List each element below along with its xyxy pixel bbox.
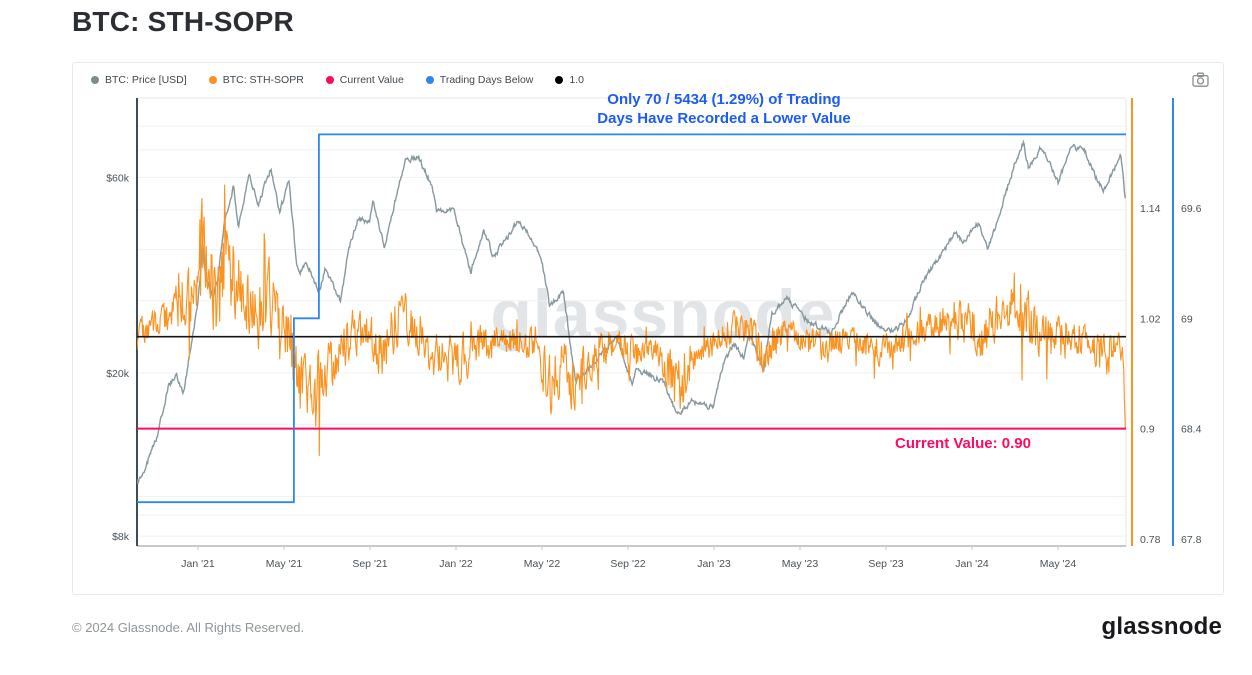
trading-days-annotation-line1: Only 70 / 5434 (1.29%) of Trading [607, 91, 841, 108]
camera-icon [1192, 72, 1209, 87]
price-series-line [137, 139, 1126, 485]
sth-sopr-chart: Jan '21 May '21 Sep '21 Jan '22 May '22 Sep '… [106, 97, 1202, 570]
sopr-tick-label: 0.9 [1140, 424, 1155, 436]
trading-days-step-line [137, 133, 1126, 504]
legend-item-0[interactable]: BTC: Price [USD] [91, 74, 187, 86]
sopr-tick-label: 1.02 [1140, 313, 1161, 325]
sopr-series-line [137, 184, 1126, 457]
x-tick-label: Jan '23 [697, 558, 731, 570]
days-tick-label: 67.8 [1181, 534, 1202, 546]
x-tick-label: Sep '21 [352, 558, 387, 570]
x-tick-label: May '22 [524, 558, 561, 570]
sopr-tick-label: 1.14 [1140, 203, 1161, 215]
legend-item-2[interactable]: Current Value [325, 74, 404, 86]
current-value-annotation: Current Value: 0.90 [895, 435, 1031, 452]
legend-item-4[interactable]: 1.0 [555, 74, 584, 86]
chart-card: BTC: Price [USD] BTC: STH-SOPR Current Val… [72, 62, 1224, 595]
camera-button[interactable] [1192, 72, 1210, 88]
price-tick-label: $20k [106, 368, 130, 380]
legend-dot-icon [425, 76, 434, 84]
price-gridlines [137, 125, 1126, 537]
chart-legend: BTC: Price [USD] BTC: STH-SOPR Current Val… [91, 74, 584, 86]
x-tick-label: Jan '21 [181, 558, 215, 570]
legend-dot-icon [208, 76, 217, 84]
price-tick-label: $8k [112, 531, 130, 543]
days-tick-label: 69.6 [1181, 203, 1202, 215]
days-tick-label: 69 [1181, 313, 1193, 325]
legend-item-label: BTC: STH-SOPR [222, 74, 304, 86]
x-tick-label: May '24 [1040, 558, 1077, 570]
trading-days-annotation: Only 70 / 5434 (1.29%) of Trading Days H… [524, 90, 924, 128]
sopr-axis-labels: 1.14 1.02 0.9 0.78 [1140, 203, 1161, 546]
legend-item-label: BTC: Price [USD] [105, 74, 187, 86]
legend-dot-icon [91, 76, 99, 84]
x-tick-label: Jan '24 [955, 558, 989, 570]
x-tick-label: May '21 [266, 558, 303, 570]
x-tick-label: Sep '23 [868, 558, 903, 570]
price-tick-label: $60k [106, 172, 130, 184]
legend-item-3[interactable]: Trading Days Below [425, 74, 534, 86]
glassnode-logo: glassnode [1101, 613, 1222, 640]
days-axis-labels: 69.6 69 68.4 67.8 [1181, 203, 1202, 546]
page-title: BTC: STH-SOPR [72, 6, 294, 37]
legend-item-label: Trading Days Below [439, 74, 534, 86]
copyright-text: © 2024 Glassnode. All Rights Reserved. [72, 620, 305, 635]
days-tick-label: 68.4 [1181, 424, 1202, 436]
trading-days-annotation-line2: Days Have Recorded a Lower Value [597, 110, 851, 127]
sopr-tick-label: 0.78 [1140, 534, 1161, 546]
legend-dot-icon [325, 76, 334, 84]
legend-dot-icon [555, 76, 564, 84]
x-tick-label: Jan '22 [439, 558, 473, 570]
price-axis-labels: $60k $20k $8k [106, 172, 130, 543]
x-tick-label: May '23 [782, 558, 819, 570]
legend-item-label: Current Value [339, 74, 404, 86]
legend-item-1[interactable]: BTC: STH-SOPR [208, 74, 304, 86]
x-axis-ticks: Jan '21 May '21 Sep '21 Jan '22 May '22 Sep '… [181, 546, 1076, 570]
x-tick-label: Sep '22 [610, 558, 645, 570]
legend-item-label: 1.0 [569, 74, 584, 86]
